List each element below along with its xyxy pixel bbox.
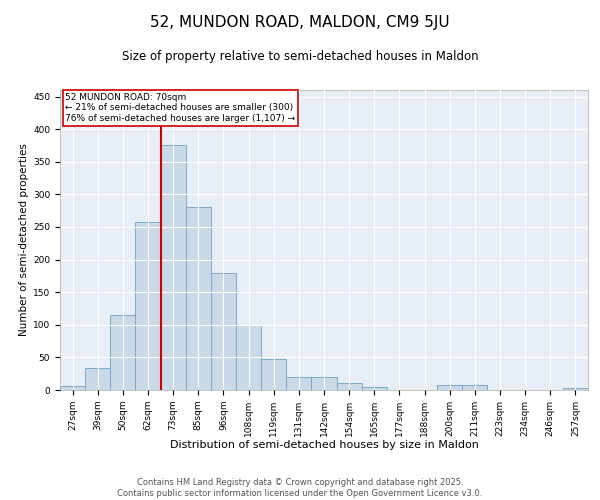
Bar bbox=[186, 208, 211, 390]
Bar bbox=[362, 386, 387, 390]
Bar bbox=[211, 272, 236, 390]
Bar bbox=[236, 325, 261, 390]
Bar bbox=[110, 315, 136, 390]
Bar bbox=[85, 368, 110, 390]
Bar bbox=[136, 222, 161, 390]
Text: 52, MUNDON ROAD, MALDON, CM9 5JU: 52, MUNDON ROAD, MALDON, CM9 5JU bbox=[150, 15, 450, 30]
Bar bbox=[311, 377, 337, 390]
Bar bbox=[337, 384, 362, 390]
Bar bbox=[437, 386, 462, 390]
Text: Size of property relative to semi-detached houses in Maldon: Size of property relative to semi-detach… bbox=[122, 50, 478, 63]
Text: Contains HM Land Registry data © Crown copyright and database right 2025.
Contai: Contains HM Land Registry data © Crown c… bbox=[118, 478, 482, 498]
Bar bbox=[563, 388, 588, 390]
Bar bbox=[60, 386, 85, 390]
Text: 52 MUNDON ROAD: 70sqm
← 21% of semi-detached houses are smaller (300)
76% of sem: 52 MUNDON ROAD: 70sqm ← 21% of semi-deta… bbox=[65, 93, 295, 123]
Bar bbox=[286, 377, 311, 390]
Bar bbox=[261, 360, 286, 390]
Bar bbox=[462, 386, 487, 390]
X-axis label: Distribution of semi-detached houses by size in Maldon: Distribution of semi-detached houses by … bbox=[170, 440, 478, 450]
Y-axis label: Number of semi-detached properties: Number of semi-detached properties bbox=[19, 144, 29, 336]
Bar bbox=[161, 146, 186, 390]
